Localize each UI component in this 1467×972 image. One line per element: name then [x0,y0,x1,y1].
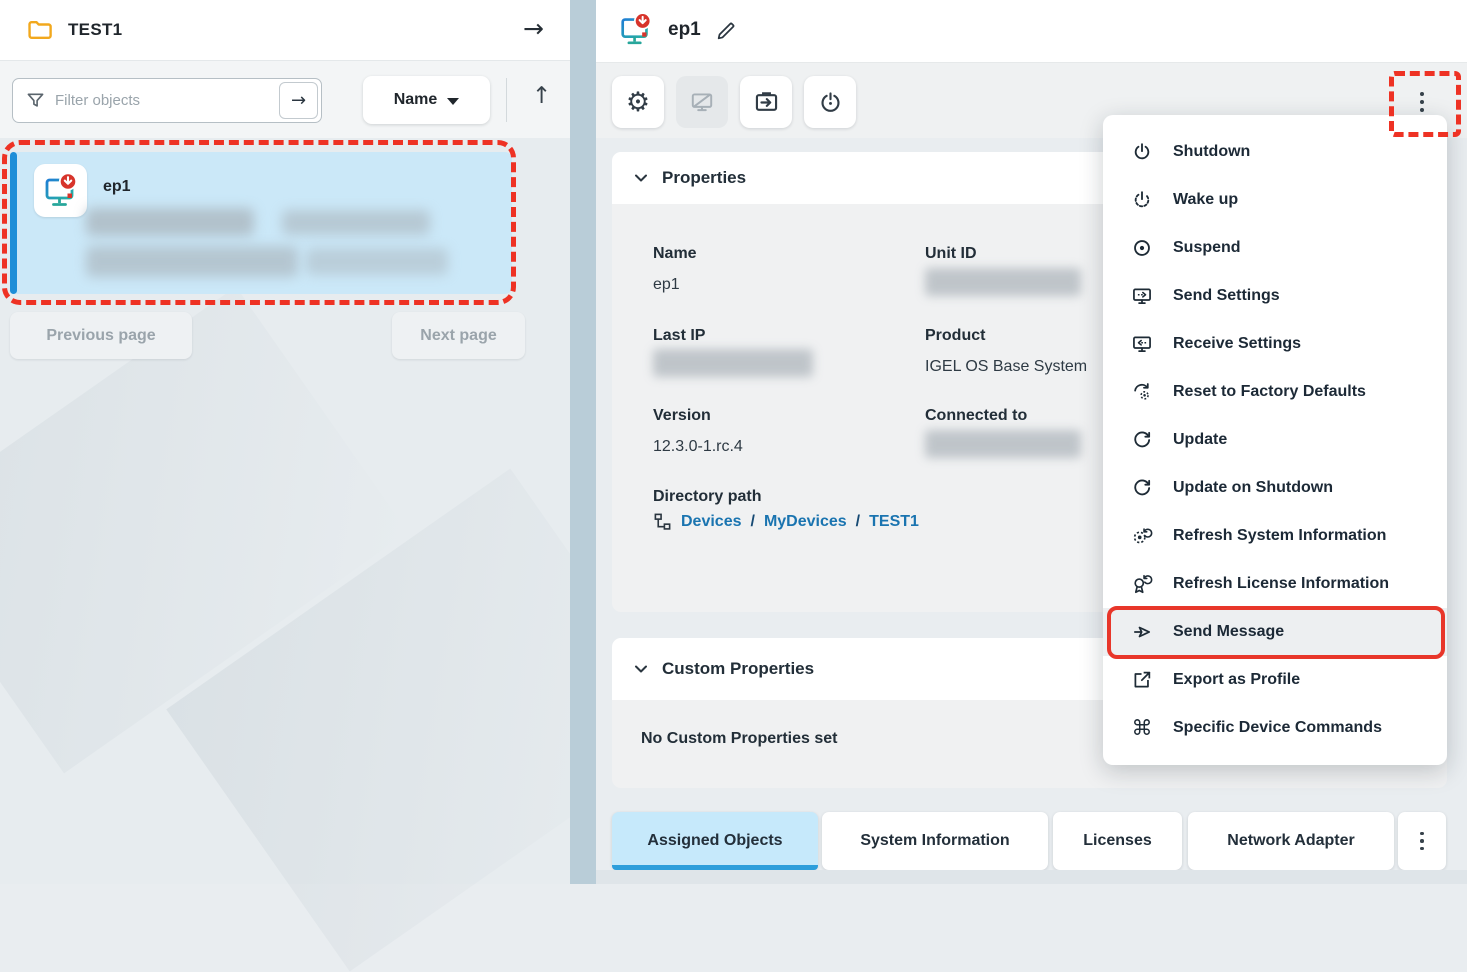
breadcrumb-link-devices[interactable]: Devices [681,512,742,530]
send-settings-icon [1130,285,1154,307]
tab-assigned-objects[interactable]: Assigned Objects [612,812,818,870]
open-panel-arrow-icon[interactable]: → [523,14,544,43]
redacted-value [282,210,430,235]
field-label-directory-path: Directory path [653,488,762,505]
export-profile-icon [1130,669,1154,691]
takeover-session-button[interactable] [740,76,792,128]
bottom-strip [596,870,1467,884]
device-context-menu: Shutdown Wake up Suspend Send Settings R… [1103,115,1447,765]
factory-reset-icon [1130,381,1154,403]
menu-item-refresh-system-information[interactable]: Refresh System Information [1103,512,1447,560]
previous-page-button[interactable]: Previous page [10,312,192,359]
device-list-item[interactable]: ep1 [10,152,512,294]
box-arrow-right-icon [753,89,780,116]
tabs-overflow-kebab-button[interactable] [1398,812,1446,870]
menu-item-send-message[interactable]: Send Message [1103,608,1447,656]
device-icon [34,164,87,217]
menu-item-wake-up[interactable]: Wake up [1103,176,1447,224]
field-value-product: IGEL OS Base System [925,358,1088,375]
custom-properties-title: Custom Properties [662,659,815,678]
redacted-value [925,268,1081,296]
update-icon [1130,429,1154,451]
field-label-unit-id: Unit ID [925,245,977,262]
refresh-license-icon [1130,573,1154,595]
directory-breadcrumb: Devices / MyDevices / TEST1 [653,512,919,531]
breadcrumb-link-test1[interactable]: TEST1 [869,512,919,530]
chevron-down-icon [633,661,649,677]
menu-item-export-as-profile[interactable]: Export as Profile [1103,656,1447,704]
filter-toolbar: Filter objects → Name ↑ [0,60,570,138]
next-page-button[interactable]: Next page [392,312,525,359]
field-label-last-ip: Last IP [653,327,706,344]
refresh-system-icon [1130,525,1154,547]
menu-item-shutdown[interactable]: Shutdown [1103,128,1447,176]
suspend-icon [1130,237,1154,259]
field-value-name: ep1 [653,276,680,293]
custom-properties-empty-text: No Custom Properties set [641,730,838,747]
filter-placeholder: Filter objects [55,92,141,109]
update-on-shutdown-icon [1130,477,1154,499]
redacted-value [86,208,254,236]
tab-system-information[interactable]: System Information [822,812,1048,870]
properties-title: Properties [662,168,747,187]
menu-item-receive-settings[interactable]: Receive Settings [1103,320,1447,368]
field-label-name: Name [653,245,697,262]
menu-item-refresh-license-information[interactable]: Refresh License Information [1103,560,1447,608]
monitor-off-icon [689,89,715,115]
wake-up-icon [1130,189,1154,211]
menu-item-specific-device-commands[interactable]: ⌘ Specific Device Commands [1131,715,1382,740]
menu-item-update[interactable]: Update [1103,416,1447,464]
menu-item-update-on-shutdown[interactable]: Update on Shutdown [1103,464,1447,512]
detail-header: ep1 [596,0,1467,62]
redacted-value [925,430,1081,458]
redacted-value [86,246,298,277]
filter-funnel-icon [26,91,45,110]
sort-by-label: Name [393,91,438,108]
field-label-connected-to: Connected to [925,407,1028,424]
settings-button[interactable]: ⚙ [612,76,664,128]
breadcrumb-separator: / [855,512,861,530]
chevron-down-icon [447,97,460,105]
sort-by-button[interactable]: Name [363,76,490,124]
field-value-version: 12.3.0-1.rc.4 [653,438,743,455]
object-list-panel: TEST1 → Filter objects → Name ↑ [0,0,694,972]
edit-name-pencil-icon[interactable] [715,20,737,42]
menu-item-suspend[interactable]: Suspend [1103,224,1447,272]
field-label-product: Product [925,327,986,344]
tree-hierarchy-icon [653,512,672,531]
power-timer-icon [817,89,844,116]
folder-header: TEST1 → [0,0,570,60]
menu-item-reset-factory-defaults[interactable]: Reset to Factory Defaults [1103,368,1447,416]
folder-title: TEST1 [68,20,123,39]
send-message-icon [1130,621,1154,643]
menu-item-send-settings[interactable]: Send Settings [1103,272,1447,320]
sort-direction-up-icon[interactable]: ↑ [532,83,552,109]
breadcrumb-separator: / [750,512,755,530]
detail-tabs: Assigned Objects System Information Lice… [596,812,1467,870]
filter-input[interactable]: Filter objects → [12,78,322,123]
shadow-session-button[interactable] [676,76,728,128]
device-name: ep1 [103,178,131,195]
selected-indicator-bar [10,152,17,294]
device-title: ep1 [668,19,701,40]
power-icon [1130,141,1154,163]
device-detail-panel: ep1 ⚙ [596,0,1467,884]
more-actions-kebab-button[interactable] [1398,76,1446,128]
panel-divider[interactable] [570,0,596,884]
field-label-version: Version [653,407,711,424]
chevron-down-icon [633,170,649,186]
folder-icon [27,18,53,42]
gear-icon: ⚙ [625,86,651,118]
device-icon [617,11,655,49]
toolbar-divider [506,78,507,122]
command-icon: ⌘ [1131,715,1153,740]
reboot-button[interactable] [804,76,856,128]
redacted-value [306,248,448,275]
breadcrumb-link-mydevices[interactable]: MyDevices [763,512,847,530]
tab-licenses[interactable]: Licenses [1053,812,1182,870]
receive-settings-icon [1130,333,1154,355]
redacted-value [653,349,813,377]
filter-submit-arrow-icon[interactable]: → [279,82,318,119]
tab-network-adapter[interactable]: Network Adapter [1188,812,1394,870]
